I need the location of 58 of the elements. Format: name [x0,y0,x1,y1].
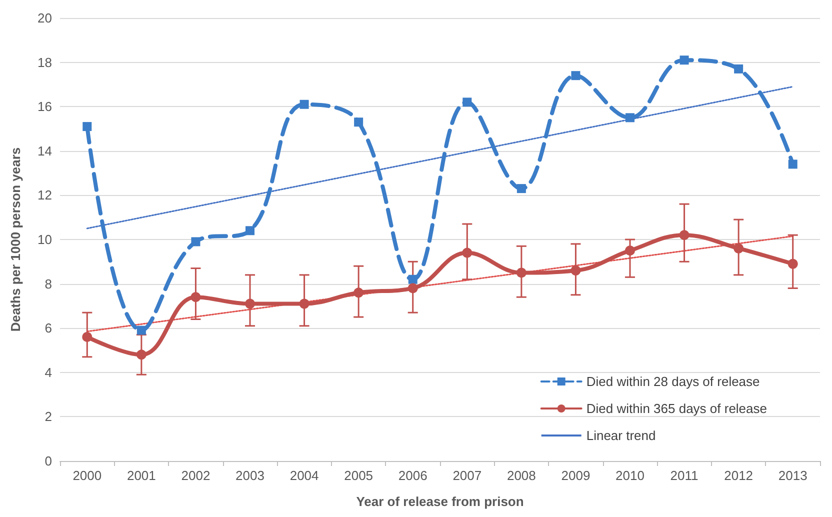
y-tick-label: 2 [44,409,52,424]
x-tick-label: 2000 [72,468,102,483]
point [354,118,364,127]
x-tick-label: 2007 [452,468,482,483]
legend-label: Died within 28 days of release [586,374,760,389]
legend-label: Died within 365 days of release [586,401,768,416]
y-tick-label: 8 [44,276,52,292]
y-tick-label: 6 [44,320,52,336]
point [625,246,635,256]
y-axis-title: Deaths per 1000 person years [8,147,23,332]
x-tick-label: 2004 [290,468,319,483]
x-tick-label: 2013 [778,468,808,483]
point [570,266,581,276]
point [136,326,146,335]
y-tick-label: 4 [44,364,52,380]
point [788,160,798,169]
x-tick-label: 2009 [561,468,590,483]
point [680,56,689,65]
point [571,71,580,80]
legend-label: Linear trend [586,428,656,443]
x-tick-label: 2002 [181,468,210,483]
point [408,274,418,284]
point [299,298,310,309]
point [82,122,92,132]
y-tick-label: 20 [38,10,52,26]
point [191,237,200,246]
x-tick-label: 2008 [506,468,536,483]
x-tick-label: 2010 [616,468,644,483]
point [190,292,201,302]
point [516,268,526,278]
point [788,258,798,269]
y-tick-label: 16 [38,99,52,114]
point [462,98,472,107]
x-tick-label: 2012 [724,468,754,483]
y-tick-label: 0 [44,454,52,468]
point [300,100,309,109]
point [462,248,472,258]
x-tick-label: 2006 [398,468,428,483]
y-tick-label: 14 [38,143,52,158]
point [734,64,744,74]
x-tick-label: 2005 [344,468,374,483]
x-axis-title: Year of release from prison [356,494,524,509]
y-tick-label: 18 [38,54,52,70]
x-tick-label: 2003 [236,468,264,483]
point [734,243,744,254]
point [516,184,526,194]
point [408,283,418,294]
point [679,230,690,240]
point [354,288,364,298]
x-tick-label: 2011 [670,468,698,483]
y-tick-label: 12 [38,188,52,203]
point [82,332,92,342]
x-tick-label: 2001 [126,468,156,483]
point [136,350,146,360]
point [626,113,634,122]
point [246,226,254,236]
y-tick-label: 10 [38,232,52,247]
point [245,298,255,309]
